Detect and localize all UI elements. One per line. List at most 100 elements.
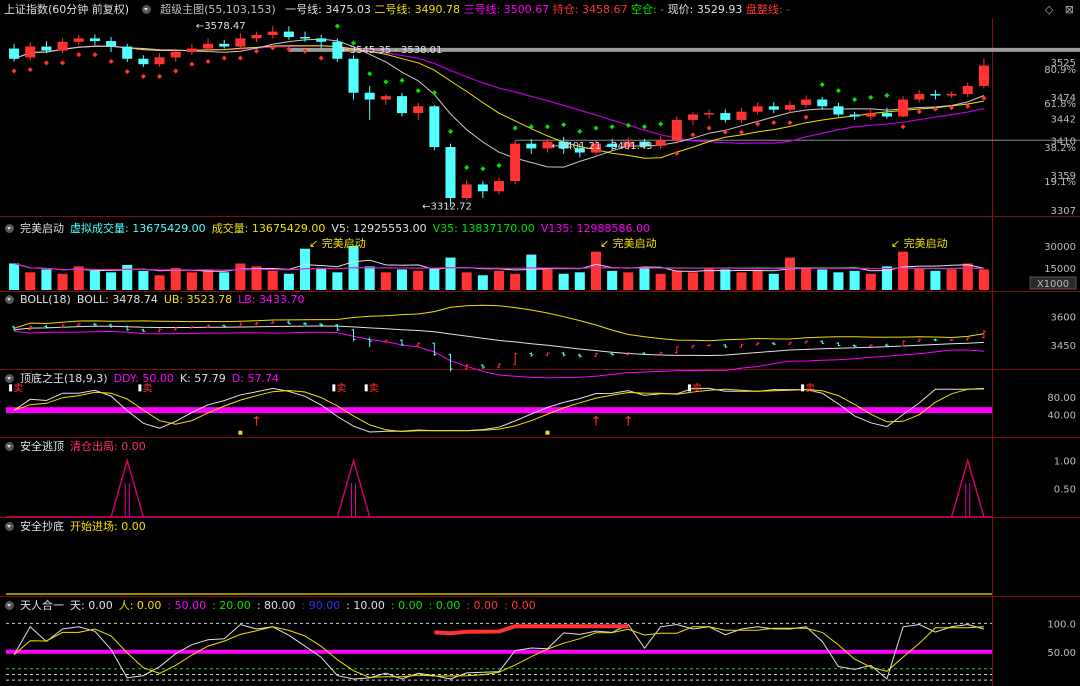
volume-bar — [833, 272, 844, 290]
volume-bar — [219, 272, 230, 290]
volume-bar — [752, 270, 763, 290]
stop-dot — [43, 60, 49, 66]
panel-value: 天: 0.00 — [70, 599, 113, 612]
stop-label: 盘整线: - — [745, 3, 791, 16]
volume-bar — [332, 272, 343, 290]
volume-bar — [106, 272, 117, 290]
tr-y-tick: 50.00 — [1047, 648, 1076, 659]
volume-bar — [397, 269, 408, 290]
stop-dot — [464, 164, 470, 170]
panel-dropdown-icon[interactable] — [5, 295, 14, 304]
volume-bar — [283, 273, 294, 290]
volume-bar — [510, 273, 521, 290]
volume-bar — [542, 269, 553, 290]
stop-dot — [189, 61, 195, 67]
panel-dropdown-icon[interactable] — [5, 442, 14, 451]
candle-body — [170, 51, 181, 58]
volume-bar — [704, 267, 715, 290]
panel-value: : 50.00 — [167, 599, 207, 612]
candle-body — [574, 148, 585, 153]
tian-line — [13, 623, 985, 680]
panel-value: DDY: 50.00 — [113, 372, 174, 385]
volume-bar — [413, 270, 424, 290]
panel-value: BOLL: 3478.74 — [76, 293, 158, 306]
candle-body — [41, 46, 52, 51]
buy-arrow-icon: ↑ — [623, 414, 634, 429]
sell-marker-box — [138, 384, 142, 392]
sell-marker-box — [687, 384, 691, 392]
line1-label: 一号线: 3475.03 — [285, 3, 371, 16]
volume-bar — [914, 267, 925, 290]
panel-dropdown-icon[interactable] — [5, 601, 14, 610]
sell-marker-box — [9, 384, 13, 392]
stop-dot — [399, 77, 405, 84]
tianren-strong-segment — [434, 624, 629, 636]
panel-value: 开始进场: 0.00 — [70, 520, 146, 533]
sell-marker: 卖 — [369, 382, 379, 394]
stop-dot — [108, 58, 114, 65]
stop-dot — [706, 125, 712, 131]
ren-line — [13, 626, 984, 679]
stop-dot — [157, 73, 163, 79]
panel-value: : 90.00 — [301, 599, 341, 612]
stop-dot — [253, 48, 260, 54]
stop-dot — [415, 88, 421, 94]
panel-dropdown-icon[interactable] — [5, 374, 14, 383]
volume-bar — [655, 273, 666, 290]
stop-dot — [835, 88, 841, 94]
stop-dot — [803, 114, 809, 120]
candle-body — [784, 104, 795, 110]
panel-dropdown-icon[interactable] — [5, 224, 14, 233]
volume-bar — [429, 267, 440, 290]
volume-bar — [881, 266, 892, 290]
volume-bar — [590, 251, 601, 290]
panel-dropdown-icon[interactable] — [5, 522, 14, 531]
close-icon[interactable]: ⊠ — [1064, 3, 1074, 16]
escape-peak — [950, 457, 985, 518]
empty-label: 空仓: - — [630, 3, 665, 16]
candle-body — [639, 141, 650, 146]
ddy-band — [6, 407, 992, 414]
sell-marker: 卖 — [13, 382, 23, 394]
panel-name[interactable]: 顶底之王(18,9,3) — [20, 372, 108, 385]
candle-body — [493, 181, 505, 192]
restore-icon[interactable]: ◇ — [1044, 3, 1054, 16]
panel-header: 安全逃顶 清仓出局: 0.00 — [2, 439, 152, 455]
esc-y-tick: 0.50 — [1054, 485, 1076, 496]
panel-name[interactable]: 完美启动 — [20, 222, 64, 235]
sell-marker: 卖 — [805, 382, 815, 394]
stop-dot — [480, 166, 486, 172]
stop-dot — [690, 132, 696, 138]
volume-bar — [251, 266, 262, 290]
volume-bar — [574, 272, 585, 290]
panel-name[interactable]: 天人合一 — [20, 599, 64, 612]
candle-body — [219, 43, 230, 47]
stop-dot — [577, 128, 583, 134]
stock-title[interactable]: 上证指数(60分钟 前复权) — [4, 3, 130, 16]
stop-dot — [367, 71, 373, 77]
candle-body — [526, 143, 537, 149]
candle-body — [106, 41, 117, 47]
price-annotation: ←3545.35 - 3538.01 — [341, 45, 442, 56]
panel-name[interactable]: 安全逃顶 — [20, 440, 64, 453]
main-y-tick: 3359 — [1051, 171, 1076, 182]
volume-bar — [720, 269, 731, 290]
panel-name[interactable]: BOLL(18) — [20, 293, 71, 306]
panel-name[interactable]: 安全抄底 — [20, 520, 64, 533]
stop-dot — [528, 124, 534, 130]
vol-y-tick: 30000 — [1044, 242, 1076, 253]
candle-body — [283, 31, 294, 38]
main-y-tick: 3442 — [1051, 115, 1076, 126]
buy-arrow-icon: ↑ — [251, 414, 262, 429]
volume-bar — [461, 272, 472, 290]
candle-body — [930, 94, 941, 96]
indicator-name[interactable]: 超级主图(55,103,153) — [160, 3, 276, 16]
volume-bar — [687, 272, 698, 290]
panel-value: : 0.00 — [504, 599, 536, 612]
stop-dot — [431, 90, 437, 96]
indicator-dropdown-icon[interactable] — [141, 5, 151, 14]
panel-value: D: 57.74 — [231, 372, 279, 385]
sell-marker: 卖 — [336, 382, 346, 394]
price-annotation: ←3312.72 — [422, 201, 472, 212]
candle-body — [364, 92, 375, 100]
